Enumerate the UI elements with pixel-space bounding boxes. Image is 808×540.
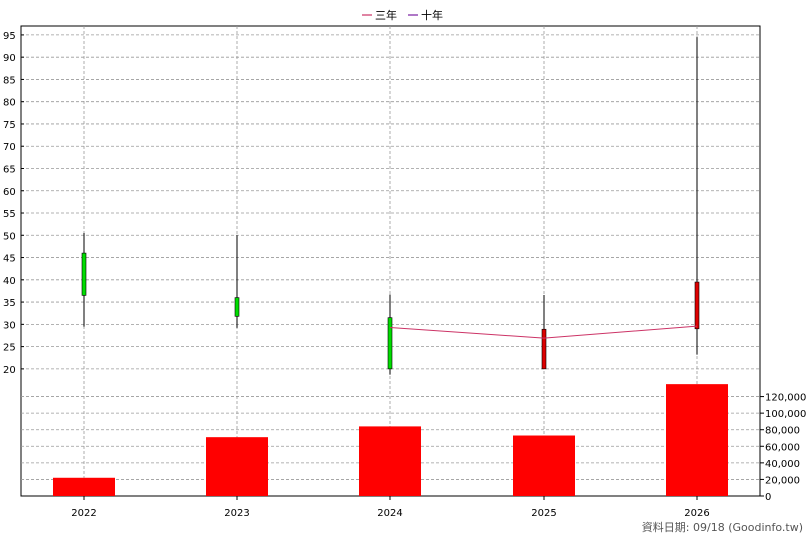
volume-bar	[359, 426, 421, 496]
price-tick-label: 80	[3, 98, 16, 109]
legend-ten-year-label: 十年	[421, 8, 443, 22]
price-tick-label: 70	[3, 142, 16, 153]
volume-bar	[206, 437, 268, 496]
grid-lines	[21, 26, 760, 496]
price-tick-label: 25	[3, 343, 16, 354]
volume-tick-label: 60,000	[765, 442, 800, 453]
volume-tick-label: 40,000	[765, 459, 800, 470]
price-tick-label: 35	[3, 298, 16, 309]
volume-tick-label: 100,000	[765, 409, 806, 420]
price-tick-label: 85	[3, 75, 16, 86]
x-tick-label: 2023	[224, 508, 249, 519]
three-year-line	[389, 325, 698, 339]
price-tick-label: 90	[3, 53, 16, 64]
volume-bar	[53, 477, 115, 496]
price-tick-label: 55	[3, 209, 16, 220]
volume-bar	[513, 435, 575, 496]
candle-body	[694, 281, 700, 330]
price-tick-label: 50	[3, 231, 16, 242]
volume-bars	[53, 384, 728, 496]
volume-tick-label: 120,000	[765, 393, 806, 404]
price-tick-label: 45	[3, 254, 16, 265]
price-tick-label: 40	[3, 276, 16, 287]
volume-tick-label: 80,000	[765, 426, 800, 437]
plot-frame	[20, 25, 761, 497]
x-tick-label: 2026	[684, 508, 709, 519]
x-axis: 2022 2023 2024 2025 2026	[71, 496, 710, 519]
volume-tick-label: 0	[765, 492, 771, 503]
volume-axis: 0 20,000 40,000 60,000 80,000 100,000 120,000	[760, 393, 806, 503]
price-tick-label: 65	[3, 164, 16, 175]
legend: 三年 十年	[362, 8, 443, 22]
data-date-footer: 資料日期: 09/18 (Goodinfo.tw)	[642, 520, 803, 534]
price-tick-label: 95	[3, 31, 16, 42]
x-tick-label: 2024	[377, 508, 402, 519]
candlesticks	[81, 37, 700, 375]
x-tick-label: 2025	[531, 508, 556, 519]
volume-bar	[666, 384, 728, 496]
candle-body	[81, 252, 87, 296]
price-tick-label: 60	[3, 187, 16, 198]
candle-body	[541, 328, 547, 370]
price-axis: 20 25 30 35 40 45 50 55 60 65 70 75 80 85 90 95	[3, 31, 24, 376]
x-tick-label: 2022	[71, 508, 96, 519]
volume-tick-label: 20,000	[765, 475, 800, 486]
price-tick-label: 75	[3, 120, 16, 131]
candle-body	[387, 317, 393, 370]
legend-three-year-label: 三年	[375, 8, 397, 22]
price-tick-label: 20	[3, 365, 16, 376]
candle-body	[234, 297, 240, 317]
price-tick-label: 30	[3, 320, 16, 331]
